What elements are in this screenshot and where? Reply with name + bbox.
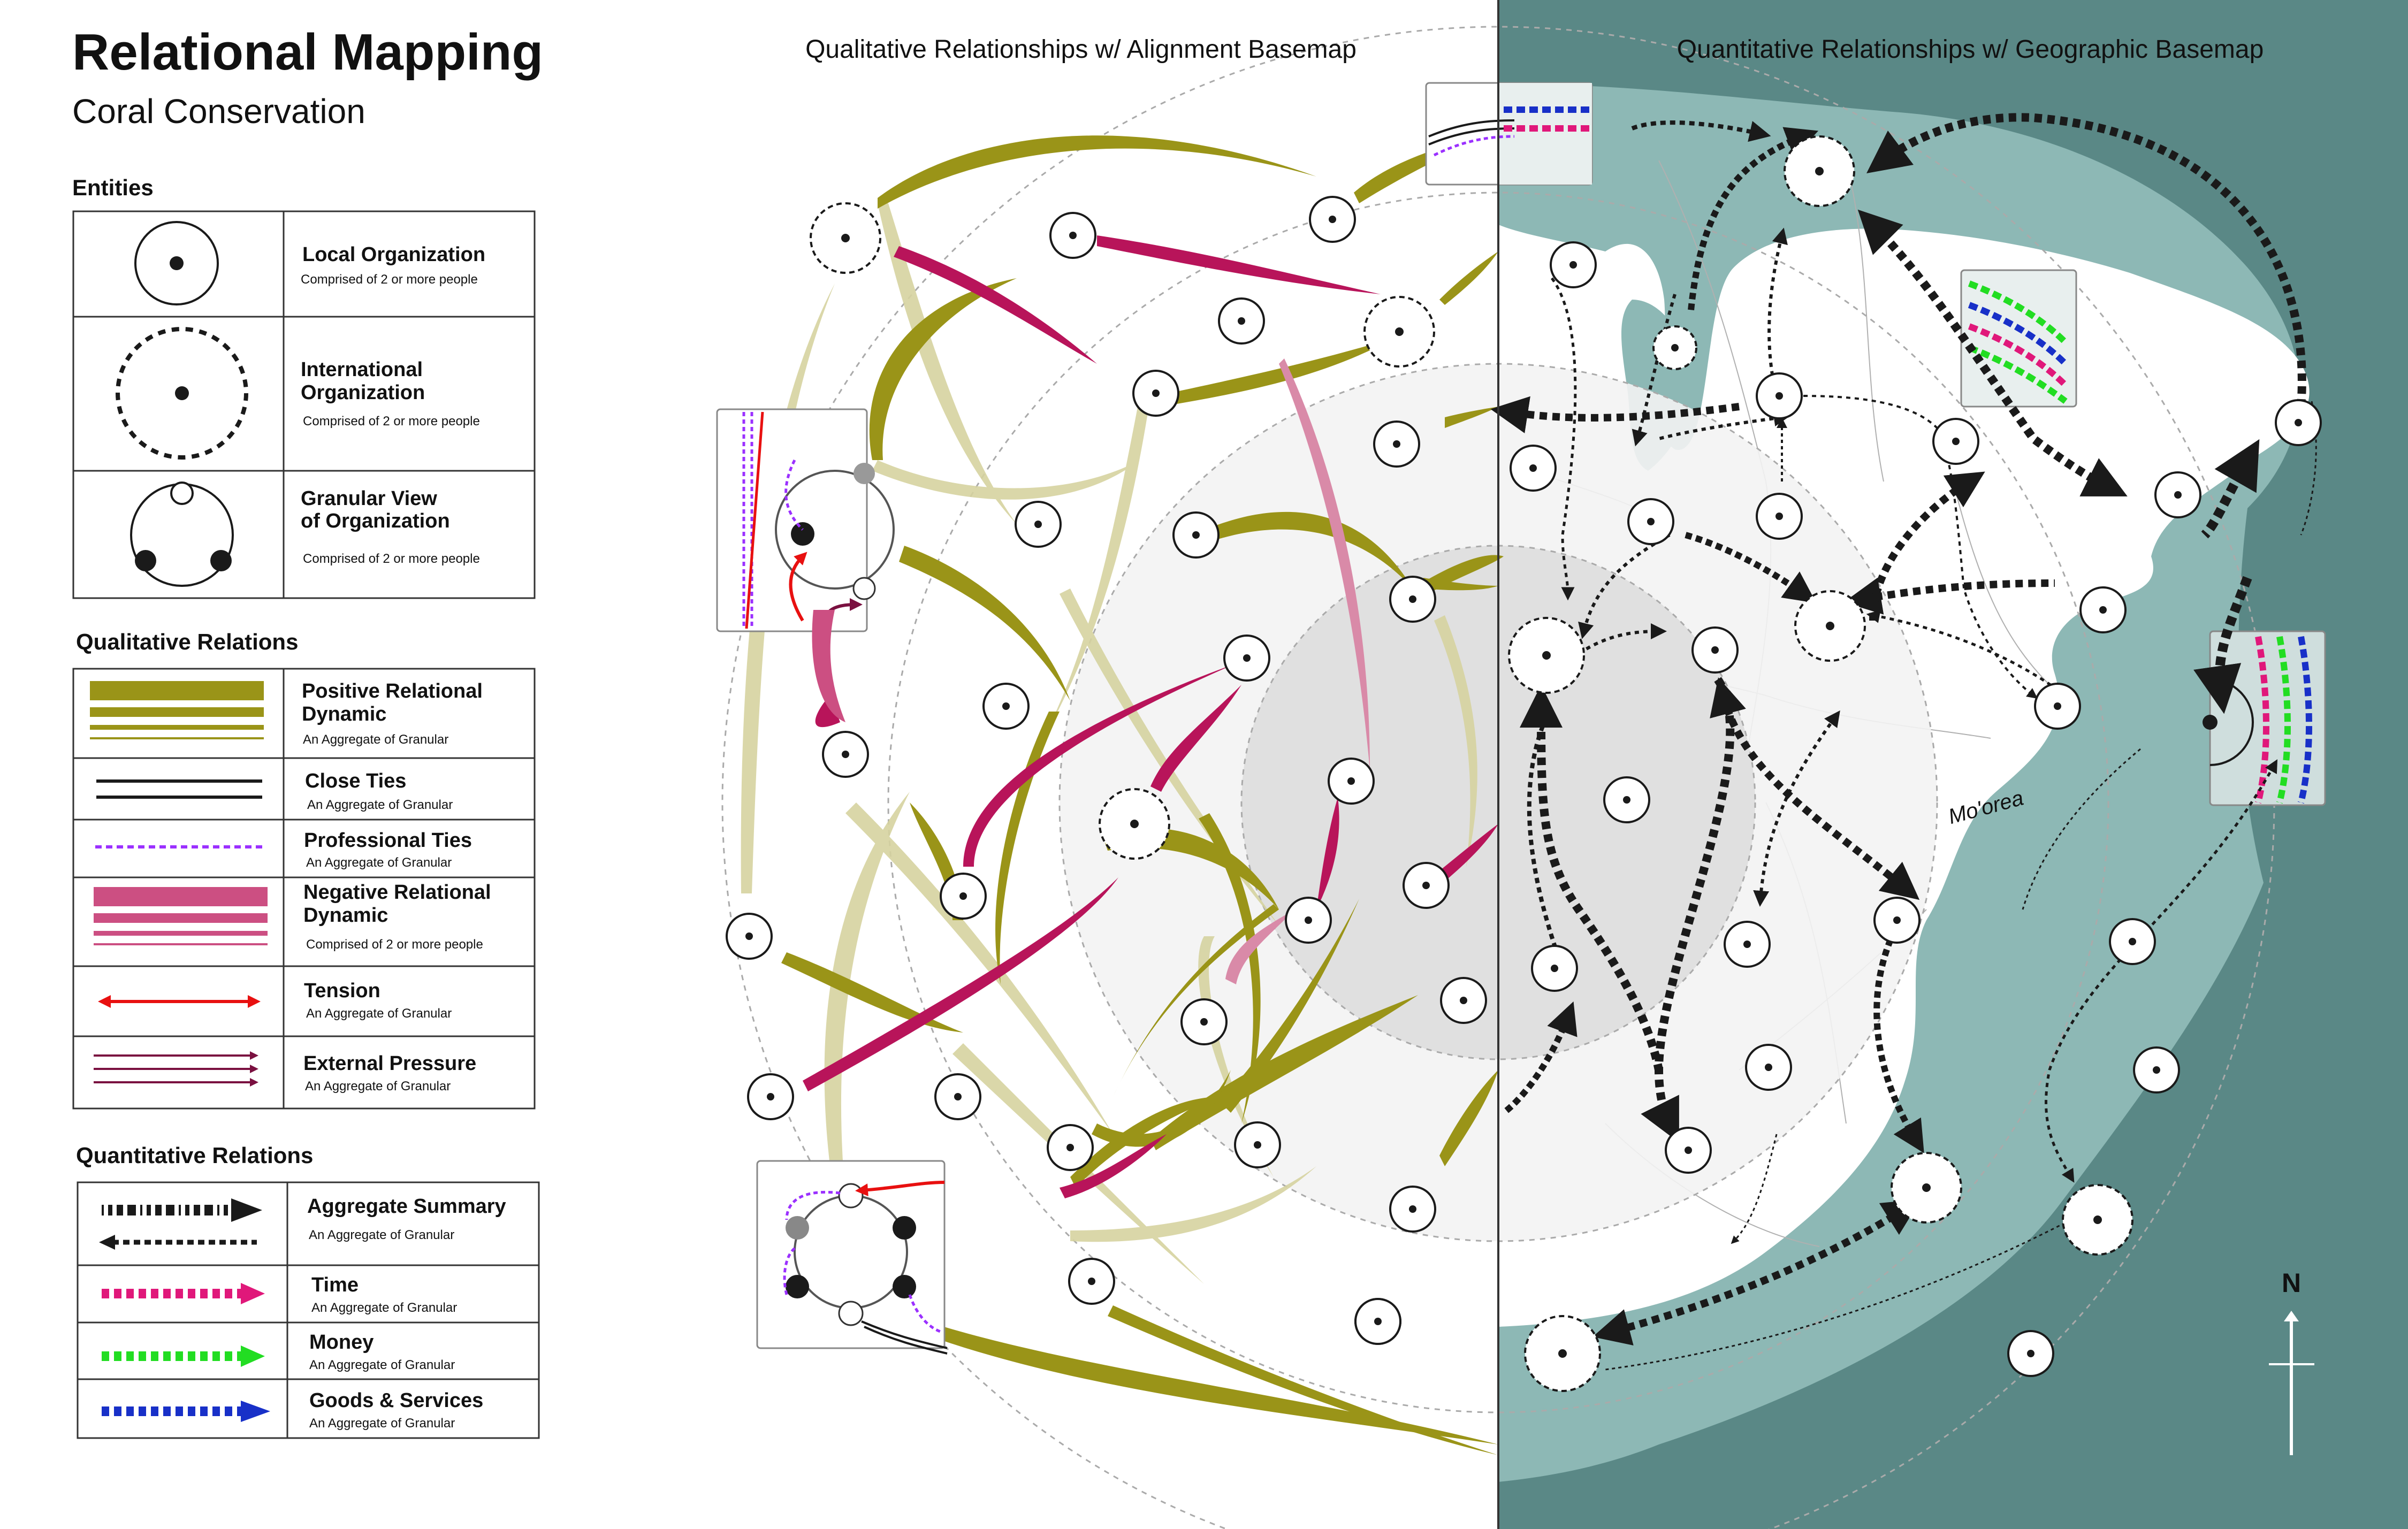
qualitative-relations [741, 134, 1504, 1455]
legend-goods-note: An Aggregate of Granular [309, 1416, 455, 1431]
granular-view-box-map-north [1960, 269, 2077, 408]
positive-dynamic-swatch [90, 681, 264, 739]
granular-view-icon [130, 481, 234, 587]
north-label: N [2282, 1268, 2301, 1298]
legend-aggregate-label: Aggregate Summary [307, 1195, 506, 1218]
legend-local-org-note: Comprised of 2 or more people [301, 272, 478, 287]
entity-nodes [726, 135, 2322, 1392]
legend-intl-org-label1: International [301, 358, 423, 381]
legend-qualitative: Qualitative Relations Positive Relationa… [72, 629, 536, 1110]
legend-granular-label1: Granular View [301, 487, 437, 510]
goods-services-swatch [102, 1401, 270, 1422]
legend-quantitative-heading: Quantitative Relations [76, 1143, 313, 1168]
legend-local-org-label: Local Organization [302, 243, 485, 266]
time-swatch [102, 1283, 265, 1304]
legend-external-note: An Aggregate of Granular [305, 1079, 451, 1094]
legend-negative-label2: Dynamic [303, 904, 388, 927]
left-panel-title: Qualitative Relationships w/ Alignment B… [805, 35, 1357, 64]
legend-negative-note: Comprised of 2 or more people [306, 937, 483, 952]
legend-professional-note: An Aggregate of Granular [306, 855, 452, 870]
legend-quantitative: Quantitative Relations Aggregate Summary… [76, 1143, 540, 1439]
granular-view-box-topcenter [1425, 82, 1593, 186]
legend-external-label: External Pressure [303, 1052, 476, 1075]
international-organization-icon [116, 327, 248, 460]
legend-intl-org-note: Comprised of 2 or more people [303, 414, 480, 429]
page-subtitle: Coral Conservation [72, 92, 365, 131]
legend-tension-note: An Aggregate of Granular [306, 1006, 452, 1021]
close-ties-swatch [96, 779, 262, 799]
legend-positive-label2: Dynamic [302, 703, 386, 725]
legend-goods-label: Goods & Services [309, 1389, 483, 1412]
legend-negative-label1: Negative Relational [303, 881, 491, 904]
legend-close-ties-note: An Aggregate of Granular [307, 798, 453, 812]
legend-money-label: Money [309, 1331, 374, 1354]
local-organization-icon [134, 221, 219, 305]
legend-time-note: An Aggregate of Granular [311, 1301, 457, 1315]
legend-money-note: An Aggregate of Granular [309, 1358, 455, 1372]
page-title: Relational Mapping [72, 24, 543, 81]
right-panel-title: Quantitative Relationships w/ Geographic… [1677, 35, 2264, 64]
money-swatch [102, 1345, 265, 1367]
legend-professional-label: Professional Ties [304, 829, 472, 852]
legend-qualitative-heading: Qualitative Relations [76, 629, 298, 654]
legend-granular-note: Comprised of 2 or more people [303, 552, 480, 566]
legend-granular-label2: of Organization [301, 510, 450, 532]
north-arrow-icon: N [2269, 1268, 2314, 1455]
legend-close-ties-label: Close Ties [305, 770, 406, 792]
legend-aggregate-note: An Aggregate of Granular [309, 1228, 454, 1242]
legend-entities: Entities Local Organization Comprised of… [72, 175, 536, 599]
external-pressure-swatch [94, 1051, 258, 1087]
legend-positive-label1: Positive Relational [302, 680, 483, 702]
legend-entities-heading: Entities [72, 175, 154, 200]
legend-intl-org-label2: Organization [301, 381, 425, 404]
quantitative-relations [1490, 113, 2317, 1371]
legend-tension-label: Tension [304, 980, 380, 1002]
legend-positive-note: An Aggregate of Granular [303, 732, 448, 747]
granular-view-box-top [716, 408, 895, 722]
granular-view-box-bottom [756, 1160, 948, 1355]
legend-time-label: Time [311, 1274, 359, 1296]
aggregate-summary-swatch [99, 1198, 262, 1250]
negative-dynamic-swatch [94, 887, 268, 945]
